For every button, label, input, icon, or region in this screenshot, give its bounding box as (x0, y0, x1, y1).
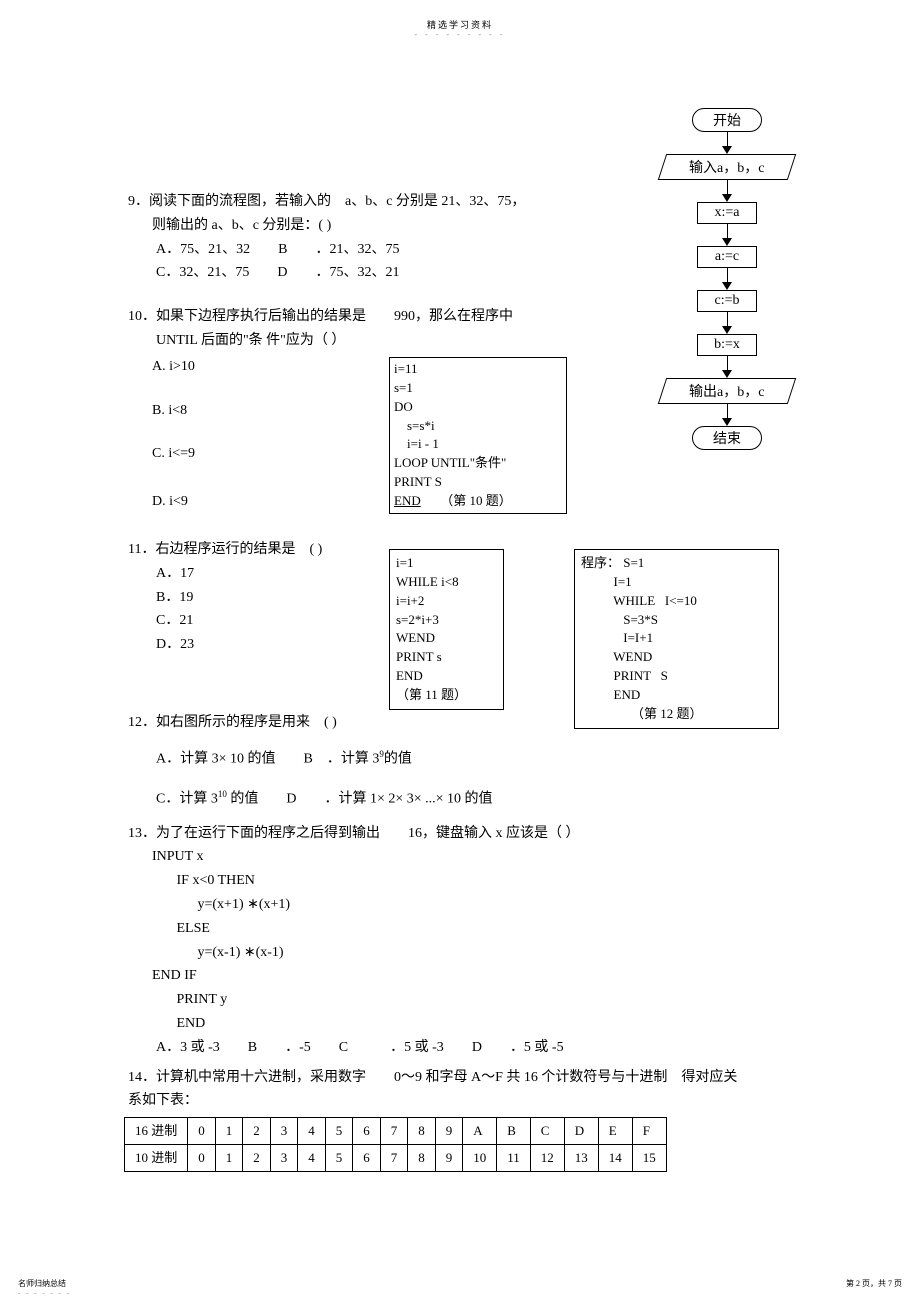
flow-input: 输入a，b，c (658, 154, 796, 180)
question-14: 14．计算机中常用十六进制，采用数字 0～9 和字母 A～F 共 16 个计数符… (128, 1066, 788, 1173)
hex-table: 16 进制012 3456 789A BCDE F 10 进制012 3456 … (124, 1117, 667, 1172)
footer-left: 名师归纳总结 (18, 1278, 66, 1289)
flow-start: 开始 (692, 108, 762, 132)
footer-right: 第 2 页，共 7 页 (846, 1278, 902, 1289)
footer-dots: - - - - - - - (18, 1289, 71, 1297)
table-row: 16 进制012 3456 789A BCDE F (125, 1118, 667, 1145)
table-row: 10 进制012 3456 78910 11121314 15 (125, 1145, 667, 1172)
header-dots: - - - - - - - - - (415, 30, 506, 39)
question-10: 10．如果下边程序执行后输出的结果是 990，那么在程序中 UNTIL 后面的"… (128, 305, 788, 514)
main-content: 9．阅读下面的流程图，若输入的 a、b、c 分别是 21、32、75， 则输出的… (128, 190, 788, 1182)
question-9: 9．阅读下面的流程图，若输入的 a、b、c 分别是 21、32、75， 则输出的… (128, 190, 788, 285)
question-13: 13．为了在运行下面的程序之后得到输出 16，键盘输入 x 应该是（ ） INP… (128, 822, 788, 1060)
question-11: 11．右边程序运行的结果是 ( ) A．17 B．19 C．21 D．23 (128, 538, 788, 657)
question-12: 12．如右图所示的程序是用来 ( ) A．计算 3× 10 的值 B ．计算 3… (128, 711, 788, 812)
